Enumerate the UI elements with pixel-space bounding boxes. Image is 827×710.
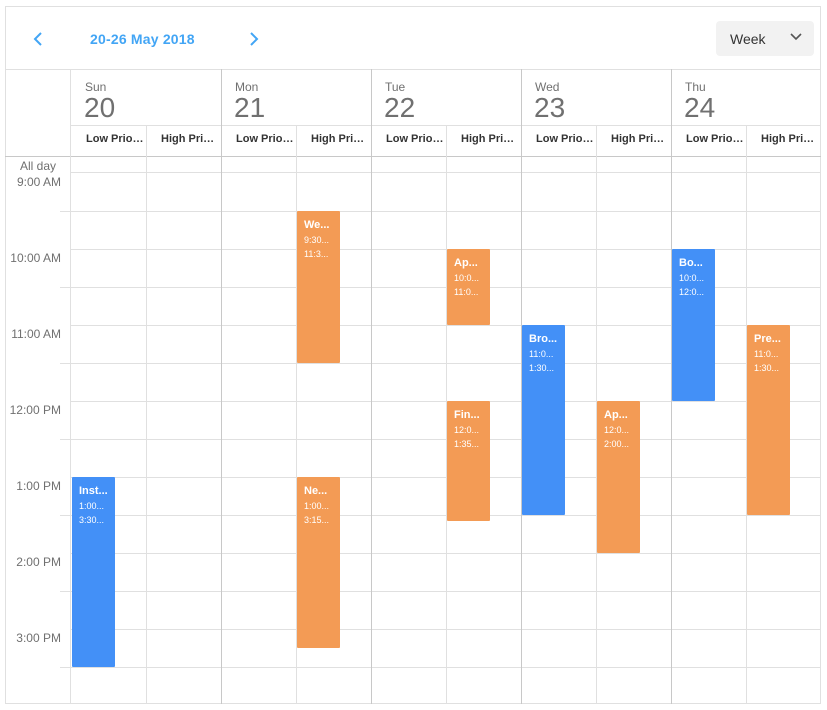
- time-label: 10:00 AM: [10, 251, 61, 265]
- hour-tick: [60, 287, 71, 288]
- hour-tick: [60, 363, 71, 364]
- appointment-start: 12:0...: [604, 425, 630, 435]
- appointment-start: 12:0...: [454, 425, 480, 435]
- group-header-low-priority: Low Priority: [536, 133, 595, 145]
- hour-tick: [60, 667, 71, 668]
- day-divider: [671, 69, 672, 704]
- day-divider: [371, 69, 372, 704]
- appointment-start: 1:00...: [79, 501, 105, 511]
- group-header-high-priority: High Priority: [161, 133, 220, 145]
- appointment-end: 1:30...: [529, 363, 555, 373]
- day-name: Thu: [685, 80, 706, 94]
- appointment-end: 1:30...: [754, 363, 780, 373]
- hour-tick: [60, 591, 71, 592]
- view-switcher-value: Week: [730, 30, 766, 47]
- appointment[interactable]: Ap... 12:0... 2:00...: [597, 401, 640, 553]
- group-divider: [296, 125, 297, 704]
- appointment[interactable]: Bro... 11:0... 1:30...: [522, 325, 565, 515]
- group-header-low-priority: Low Priority: [386, 133, 445, 145]
- group-header-low-priority: Low Priority: [236, 133, 295, 145]
- all-day-label: All day: [20, 159, 57, 173]
- time-label: 3:00 PM: [16, 631, 61, 645]
- appointment-title: Inst...: [79, 485, 108, 497]
- day-divider: [221, 69, 222, 704]
- day-name: Tue: [385, 80, 406, 94]
- appointment[interactable]: Bo... 10:0... 12:0...: [672, 249, 715, 401]
- hour-tick: [60, 515, 71, 516]
- hour-tick: [60, 211, 71, 212]
- group-header-high-priority: High Priority: [311, 133, 370, 145]
- appointment-start: 1:00...: [304, 501, 330, 511]
- allday-top-divider: [5, 156, 821, 157]
- appointment-start: 9:30...: [304, 235, 330, 245]
- appointment-start: 10:0...: [679, 273, 705, 283]
- appointment-title: Fin...: [454, 409, 480, 421]
- appointment-title: Bo...: [679, 257, 703, 269]
- period-label[interactable]: 20-26 May 2018: [90, 31, 195, 47]
- appointment-end: 2:00...: [604, 439, 630, 449]
- appointment-title: We...: [304, 219, 330, 231]
- day-name: Wed: [535, 80, 560, 94]
- appointment[interactable]: Ap... 10:0... 11:0...: [447, 249, 490, 325]
- chevron-left-icon: [33, 32, 42, 46]
- day-number: 20: [84, 92, 116, 123]
- appointment-title: Pre...: [754, 333, 781, 345]
- group-header-high-priority: High Priority: [761, 133, 820, 145]
- appointment-end: 3:30...: [79, 515, 105, 525]
- appointment-title: Ap...: [454, 257, 478, 269]
- time-label: 1:00 PM: [16, 479, 61, 493]
- time-label: 12:00 PM: [9, 403, 61, 417]
- appointment[interactable]: Ne... 1:00... 3:15...: [297, 477, 340, 648]
- appointment-end: 11:3...: [304, 249, 329, 259]
- time-label: 9:00 AM: [16, 175, 61, 189]
- appointment-end: 1:35...: [454, 439, 480, 449]
- appointment[interactable]: Inst... 1:00... 3:30...: [72, 477, 115, 667]
- view-switcher[interactable]: Week: [716, 21, 814, 56]
- day-header-thu[interactable]: Thu 24: [671, 69, 821, 125]
- chevron-right-icon: [250, 32, 259, 46]
- chevron-down-icon: [790, 33, 802, 41]
- day-header-wed[interactable]: Wed 23: [521, 69, 671, 125]
- time-label: 11:00 AM: [11, 327, 61, 341]
- day-number: 22: [384, 92, 416, 123]
- day-divider: [521, 69, 522, 704]
- day-number: 24: [684, 92, 716, 123]
- appointment-start: 11:0...: [754, 349, 779, 359]
- day-header-mon[interactable]: Mon 21: [221, 69, 371, 125]
- day-header-tue[interactable]: Tue 22: [371, 69, 521, 125]
- appointment-start: 10:0...: [454, 273, 480, 283]
- group-divider: [146, 125, 147, 704]
- appointment[interactable]: Fin... 12:0... 1:35...: [447, 401, 490, 522]
- hour-tick: [60, 439, 71, 440]
- appointment-end: 12:0...: [679, 287, 705, 297]
- day-name: Mon: [235, 80, 259, 94]
- group-divider: [746, 125, 747, 704]
- appointment-end: 11:0...: [454, 287, 479, 297]
- header-divider: [5, 69, 821, 70]
- group-header-low-priority: Low Priority: [86, 133, 145, 145]
- day-header-sun[interactable]: Sun 20: [71, 69, 221, 125]
- prev-button[interactable]: [30, 31, 46, 47]
- day-number: 21: [234, 92, 266, 123]
- appointment[interactable]: Pre... 11:0... 1:30...: [747, 325, 790, 515]
- group-header-low-priority: Low Priority: [686, 133, 745, 145]
- group-header-high-priority: High Priority: [611, 133, 670, 145]
- appointment-title: Ap...: [604, 409, 628, 421]
- appointment-start: 11:0...: [529, 349, 554, 359]
- group-header-high-priority: High Priority: [461, 133, 520, 145]
- appointment[interactable]: We... 9:30... 11:3...: [297, 211, 340, 363]
- appointment-end: 3:15...: [304, 515, 330, 525]
- group-divider: [446, 125, 447, 704]
- day-name: Sun: [85, 80, 107, 94]
- appointment-title: Ne...: [304, 485, 328, 497]
- time-ruler-divider: [70, 69, 71, 704]
- appointment-title: Bro...: [529, 333, 558, 345]
- group-divider: [596, 125, 597, 704]
- day-number: 23: [534, 92, 566, 123]
- next-button[interactable]: [246, 31, 262, 47]
- time-label: 2:00 PM: [16, 555, 61, 569]
